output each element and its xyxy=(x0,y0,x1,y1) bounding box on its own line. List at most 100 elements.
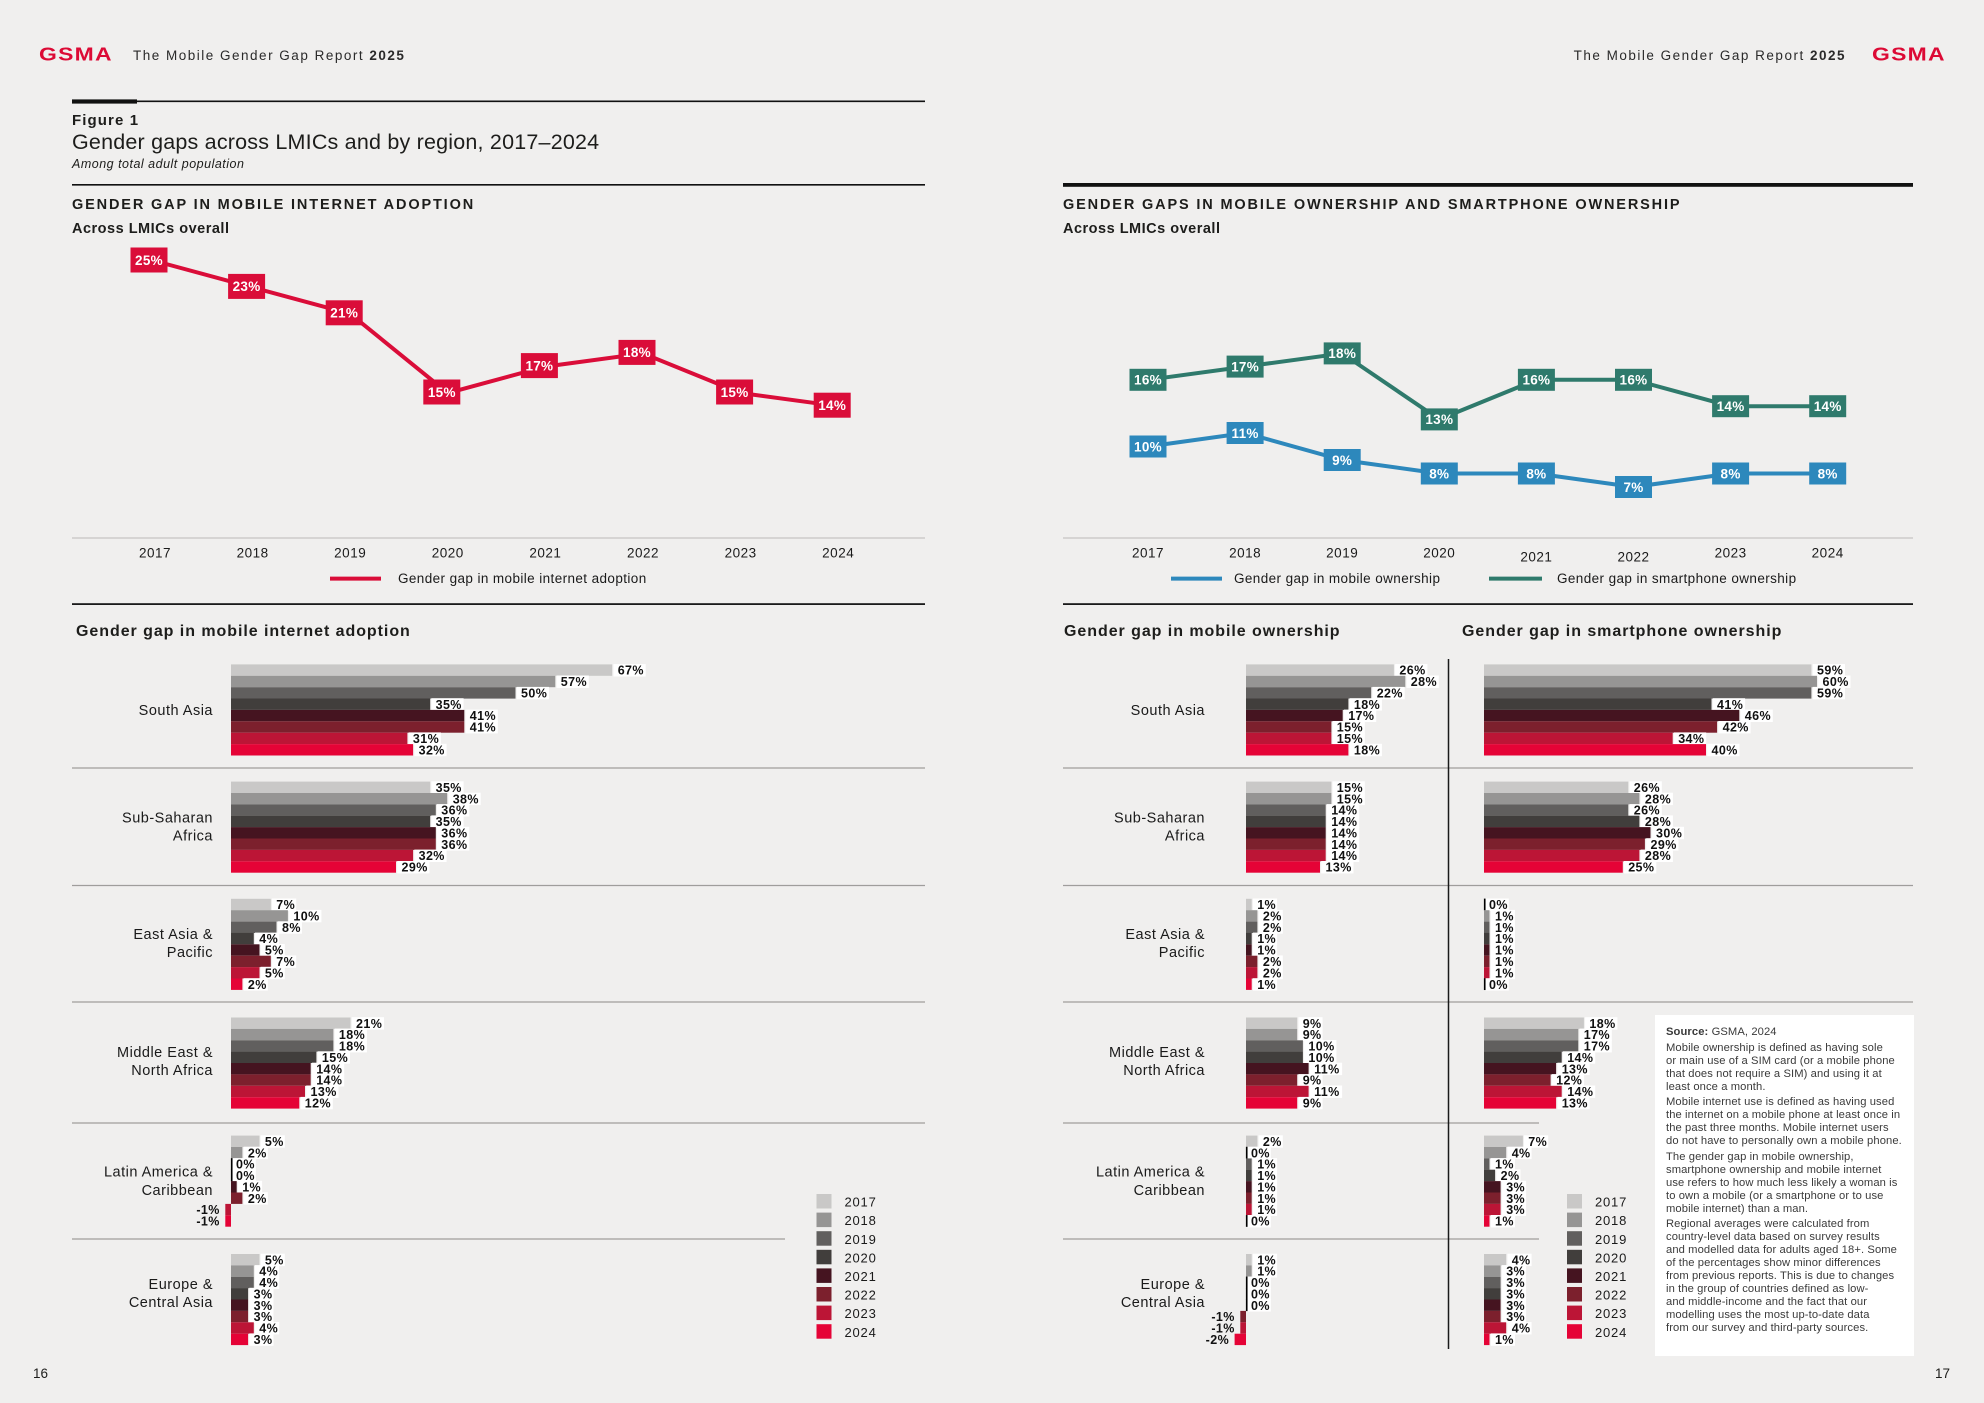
svg-text:2%: 2% xyxy=(1501,1169,1520,1183)
svg-text:31%: 31% xyxy=(413,732,439,746)
svg-text:2018: 2018 xyxy=(845,1213,877,1228)
svg-text:Gender gap in mobile internet: Gender gap in mobile internet adoption xyxy=(398,571,647,586)
svg-text:7%: 7% xyxy=(1528,1135,1547,1149)
svg-text:13%: 13% xyxy=(1326,861,1352,875)
svg-text:0%: 0% xyxy=(236,1158,255,1172)
svg-text:2023: 2023 xyxy=(845,1306,877,1321)
svg-text:1%: 1% xyxy=(1257,944,1276,958)
svg-text:0%: 0% xyxy=(1251,1146,1270,1160)
svg-text:30%: 30% xyxy=(1656,826,1682,840)
svg-text:32%: 32% xyxy=(419,849,445,863)
svg-text:21%: 21% xyxy=(356,1017,382,1031)
svg-text:Central Asia: Central Asia xyxy=(129,1295,214,1311)
svg-text:7%: 7% xyxy=(276,955,295,969)
svg-text:17%: 17% xyxy=(525,358,553,373)
svg-text:1%: 1% xyxy=(1257,1203,1276,1217)
svg-text:8%: 8% xyxy=(1818,466,1838,481)
svg-text:26%: 26% xyxy=(1634,804,1660,818)
svg-text:Central Asia: Central Asia xyxy=(1121,1295,1206,1311)
svg-text:16%: 16% xyxy=(1134,373,1162,388)
svg-text:Gender gap in mobile ownership: Gender gap in mobile ownership xyxy=(1234,571,1440,586)
svg-text:14%: 14% xyxy=(1567,1085,1593,1099)
svg-text:2017: 2017 xyxy=(1595,1195,1627,1210)
svg-text:2021: 2021 xyxy=(1595,1269,1627,1284)
svg-text:9%: 9% xyxy=(1303,1028,1322,1042)
svg-text:18%: 18% xyxy=(1354,698,1380,712)
svg-text:22%: 22% xyxy=(1377,687,1403,701)
svg-text:GSMA: GSMA xyxy=(1872,45,1946,65)
svg-text:28%: 28% xyxy=(1411,675,1437,689)
svg-text:17%: 17% xyxy=(1584,1040,1610,1054)
svg-text:11%: 11% xyxy=(1314,1062,1340,1076)
svg-text:1%: 1% xyxy=(1257,1192,1276,1206)
svg-text:2%: 2% xyxy=(248,1146,267,1160)
svg-text:59%: 59% xyxy=(1817,664,1843,678)
svg-text:3%: 3% xyxy=(1506,1192,1525,1206)
svg-text:15%: 15% xyxy=(428,385,456,400)
svg-text:2%: 2% xyxy=(248,1192,267,1206)
svg-text:2023: 2023 xyxy=(1595,1306,1627,1321)
svg-text:26%: 26% xyxy=(1634,781,1660,795)
svg-text:2%: 2% xyxy=(248,978,267,992)
svg-text:32%: 32% xyxy=(419,743,445,757)
svg-text:2020: 2020 xyxy=(432,546,464,561)
svg-text:1%: 1% xyxy=(1257,898,1276,912)
svg-text:2020: 2020 xyxy=(845,1250,877,1265)
svg-text:2022: 2022 xyxy=(627,546,659,561)
svg-text:17%: 17% xyxy=(1348,709,1374,723)
svg-text:Europe &: Europe & xyxy=(149,1277,213,1293)
svg-text:1%: 1% xyxy=(1495,932,1514,946)
svg-text:North Africa: North Africa xyxy=(131,1063,213,1079)
svg-text:16%: 16% xyxy=(1522,373,1550,388)
svg-text:60%: 60% xyxy=(1823,675,1849,689)
svg-text:2019: 2019 xyxy=(1326,546,1358,561)
svg-text:13%: 13% xyxy=(1562,1062,1588,1076)
svg-text:59%: 59% xyxy=(1817,687,1843,701)
svg-text:2017: 2017 xyxy=(139,546,171,561)
svg-text:41%: 41% xyxy=(1717,698,1743,712)
svg-text:10%: 10% xyxy=(293,910,319,924)
svg-text:Europe &: Europe & xyxy=(1141,1277,1205,1293)
svg-text:9%: 9% xyxy=(1303,1017,1322,1031)
svg-text:10%: 10% xyxy=(1308,1051,1334,1065)
svg-text:3%: 3% xyxy=(1506,1299,1525,1313)
svg-text:18%: 18% xyxy=(1328,346,1356,361)
svg-text:3%: 3% xyxy=(254,1299,273,1313)
svg-text:4%: 4% xyxy=(259,1276,278,1290)
svg-text:3%: 3% xyxy=(1506,1265,1525,1279)
svg-text:Gender gap in smartphone owner: Gender gap in smartphone ownership xyxy=(1557,571,1797,586)
svg-text:14%: 14% xyxy=(316,1074,342,1088)
svg-text:3%: 3% xyxy=(1506,1180,1525,1194)
svg-text:7%: 7% xyxy=(1623,480,1643,495)
svg-text:2019: 2019 xyxy=(845,1232,877,1247)
svg-text:3%: 3% xyxy=(254,1333,273,1347)
svg-text:2021: 2021 xyxy=(845,1269,877,1284)
svg-text:2022: 2022 xyxy=(845,1288,877,1303)
svg-text:28%: 28% xyxy=(1645,792,1671,806)
svg-text:67%: 67% xyxy=(618,664,644,678)
svg-text:41%: 41% xyxy=(470,721,496,735)
svg-text:14%: 14% xyxy=(1814,399,1842,414)
svg-text:2021: 2021 xyxy=(1520,550,1552,565)
svg-text:23%: 23% xyxy=(233,279,261,294)
svg-text:9%: 9% xyxy=(1303,1074,1322,1088)
svg-text:14%: 14% xyxy=(1331,826,1357,840)
svg-text:2018: 2018 xyxy=(1229,546,1261,561)
svg-text:2019: 2019 xyxy=(1595,1232,1627,1247)
svg-text:2018: 2018 xyxy=(237,546,269,561)
svg-text:11%: 11% xyxy=(1232,426,1259,441)
svg-text:4%: 4% xyxy=(1512,1146,1531,1160)
svg-text:15%: 15% xyxy=(322,1051,348,1065)
svg-text:Africa: Africa xyxy=(173,829,214,845)
svg-text:35%: 35% xyxy=(436,781,462,795)
svg-text:1%: 1% xyxy=(1495,966,1514,980)
svg-text:Pacific: Pacific xyxy=(167,945,213,961)
svg-text:46%: 46% xyxy=(1745,709,1771,723)
svg-text:3%: 3% xyxy=(1506,1203,1525,1217)
svg-text:1%: 1% xyxy=(1257,1158,1276,1172)
svg-text:North Africa: North Africa xyxy=(1123,1063,1205,1079)
svg-text:14%: 14% xyxy=(1331,804,1357,818)
svg-text:Sub-Saharan: Sub-Saharan xyxy=(122,810,213,826)
svg-text:18%: 18% xyxy=(339,1028,365,1042)
svg-text:14%: 14% xyxy=(316,1062,342,1076)
